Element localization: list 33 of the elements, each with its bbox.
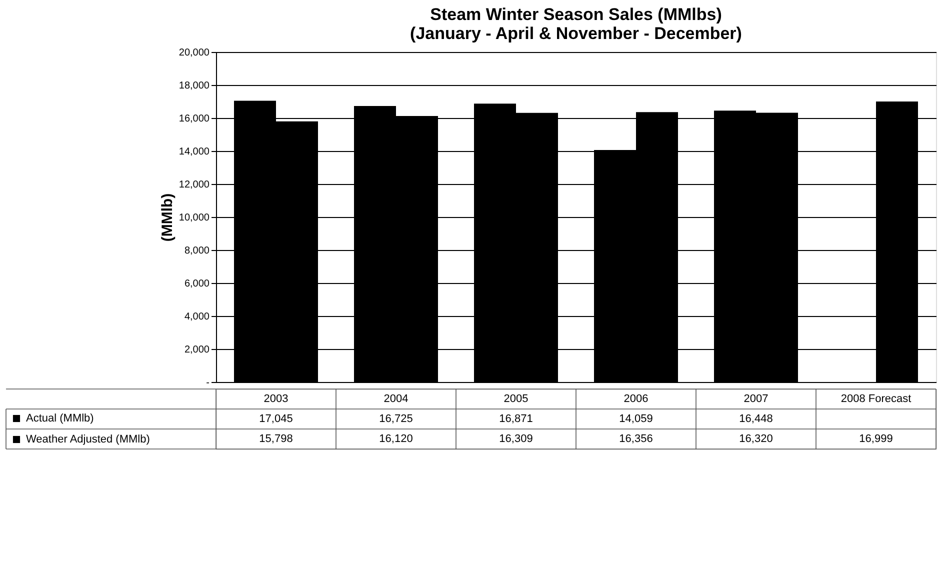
x-tick-label: 2006: [624, 393, 648, 405]
y-tick-label: 10,000: [178, 212, 210, 224]
data-label: 16,320: [739, 433, 773, 445]
y-tick-label: -: [206, 378, 210, 388]
legend-label: Actual (MMlb): [26, 412, 94, 424]
legend-label: Weather Adjusted (MMlb): [26, 434, 150, 446]
x-tick-label: 2007: [744, 393, 768, 405]
data-label: 16,309: [499, 433, 533, 445]
data-label: 16,871: [499, 413, 533, 425]
data-label: 17,045: [259, 413, 293, 425]
text: Steam Winter Season Sales (MMlbs): [430, 5, 722, 24]
x-tick-label: 2008 Forecast: [840, 393, 912, 405]
x-tick-label: 2004: [384, 393, 408, 405]
text: (January - April & November - December): [410, 24, 742, 43]
y-tick-label: 18,000: [178, 80, 210, 92]
y-tick-label: 16,000: [178, 114, 210, 124]
data-label: 16,725: [379, 413, 413, 425]
data-label: 16,999: [859, 433, 893, 445]
y-tick-label: 8,000: [184, 246, 210, 256]
y-tick-label: 6,000: [184, 278, 210, 290]
y-axis-title: (MMlb): [158, 193, 176, 242]
x-tick-label: 2003: [264, 393, 288, 405]
data-label: 16,448: [739, 413, 773, 425]
y-tick-label: 4,000: [184, 312, 210, 322]
y-tick-label: 2,000: [184, 344, 210, 356]
data-label: 16,120: [379, 433, 413, 445]
y-tick-label: 14,000: [178, 146, 210, 158]
data-label: 15,798: [259, 433, 293, 445]
data-label: 14,059: [619, 413, 653, 425]
data-label: 16,356: [619, 433, 653, 445]
y-tick-label: 20,000: [178, 48, 210, 58]
x-tick-label: 2005: [504, 393, 528, 405]
y-tick-label: 12,000: [178, 180, 210, 190]
